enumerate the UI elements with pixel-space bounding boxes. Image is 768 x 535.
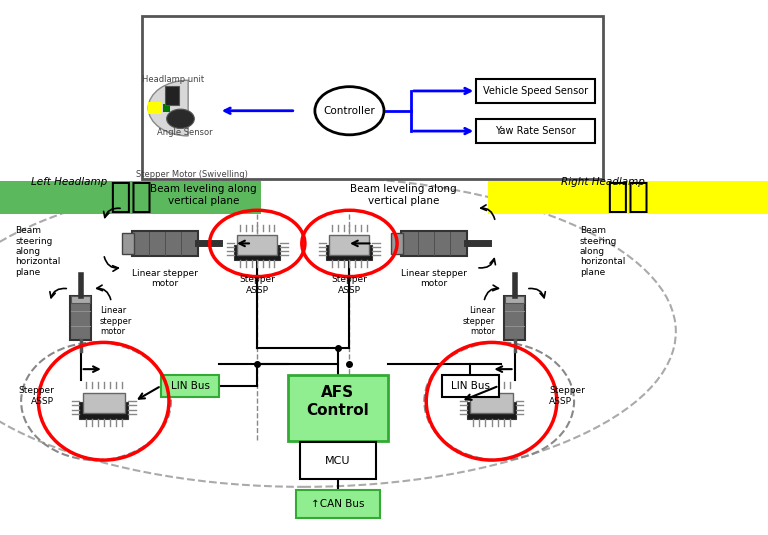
Bar bbox=[148, 102, 162, 114]
Text: Yaw Rate Sensor: Yaw Rate Sensor bbox=[495, 126, 575, 136]
Bar bbox=[300, 442, 376, 479]
Bar bbox=[121, 233, 134, 254]
Circle shape bbox=[167, 109, 194, 128]
Text: 左灯: 左灯 bbox=[109, 180, 152, 215]
Text: Controller: Controller bbox=[323, 106, 376, 116]
Text: MCU: MCU bbox=[325, 456, 351, 465]
Bar bbox=[326, 244, 372, 260]
Bar bbox=[161, 374, 219, 397]
Text: Angle Sensor: Angle Sensor bbox=[157, 128, 212, 136]
Text: Stepper
ASSP: Stepper ASSP bbox=[332, 276, 367, 295]
Bar bbox=[70, 296, 91, 340]
Bar bbox=[442, 374, 499, 397]
Text: Linear
stepper
motor: Linear stepper motor bbox=[100, 306, 132, 336]
Bar bbox=[296, 490, 380, 518]
Text: Left Headlamp: Left Headlamp bbox=[31, 177, 107, 187]
Text: Linear stepper
motor: Linear stepper motor bbox=[132, 269, 198, 288]
Bar bbox=[390, 233, 402, 254]
Bar bbox=[476, 119, 595, 143]
Text: Headlamp unit: Headlamp unit bbox=[142, 75, 204, 83]
Bar bbox=[83, 393, 124, 413]
Bar bbox=[237, 235, 277, 255]
Bar bbox=[80, 402, 127, 418]
Text: ↑CAN Bus: ↑CAN Bus bbox=[311, 499, 365, 509]
Text: Right Headlamp: Right Headlamp bbox=[561, 177, 644, 187]
Bar bbox=[504, 296, 525, 340]
Bar bbox=[505, 296, 524, 303]
Text: Linear
stepper
motor: Linear stepper motor bbox=[463, 306, 495, 336]
Bar bbox=[467, 402, 516, 418]
Bar bbox=[71, 296, 90, 303]
Bar bbox=[329, 235, 369, 255]
Bar bbox=[401, 231, 466, 256]
Bar bbox=[470, 393, 513, 413]
Text: LIN Bus: LIN Bus bbox=[451, 381, 490, 391]
Text: Beam leveling along
vertical plane: Beam leveling along vertical plane bbox=[350, 185, 456, 206]
Text: LIN Bus: LIN Bus bbox=[170, 381, 210, 391]
Bar bbox=[476, 79, 595, 103]
Bar bbox=[488, 181, 768, 214]
Text: Stepper
ASSP: Stepper ASSP bbox=[18, 386, 54, 406]
Text: Vehicle Speed Sensor: Vehicle Speed Sensor bbox=[483, 86, 588, 96]
Text: Beam leveling along
vertical plane: Beam leveling along vertical plane bbox=[151, 185, 257, 206]
Bar bbox=[288, 374, 388, 441]
Text: Stepper
ASSP: Stepper ASSP bbox=[240, 276, 275, 295]
Text: Beam
steering
along
horizontal
plane: Beam steering along horizontal plane bbox=[15, 226, 61, 277]
Text: Stepper
ASSP: Stepper ASSP bbox=[549, 386, 585, 406]
Bar bbox=[0, 181, 261, 214]
Bar bbox=[132, 231, 197, 256]
Bar bbox=[163, 104, 170, 112]
Wedge shape bbox=[148, 80, 188, 136]
Text: Linear stepper
motor: Linear stepper motor bbox=[401, 269, 467, 288]
Bar bbox=[165, 86, 179, 105]
Text: AFS
Control: AFS Control bbox=[306, 385, 369, 418]
Bar bbox=[142, 16, 603, 179]
Bar bbox=[234, 244, 280, 260]
Text: Beam
steering
along
horizontal
plane: Beam steering along horizontal plane bbox=[580, 226, 625, 277]
Text: 右灯: 右灯 bbox=[606, 180, 650, 215]
Ellipse shape bbox=[315, 87, 384, 135]
Text: Stepper Motor (Swivelling): Stepper Motor (Swivelling) bbox=[136, 171, 248, 179]
